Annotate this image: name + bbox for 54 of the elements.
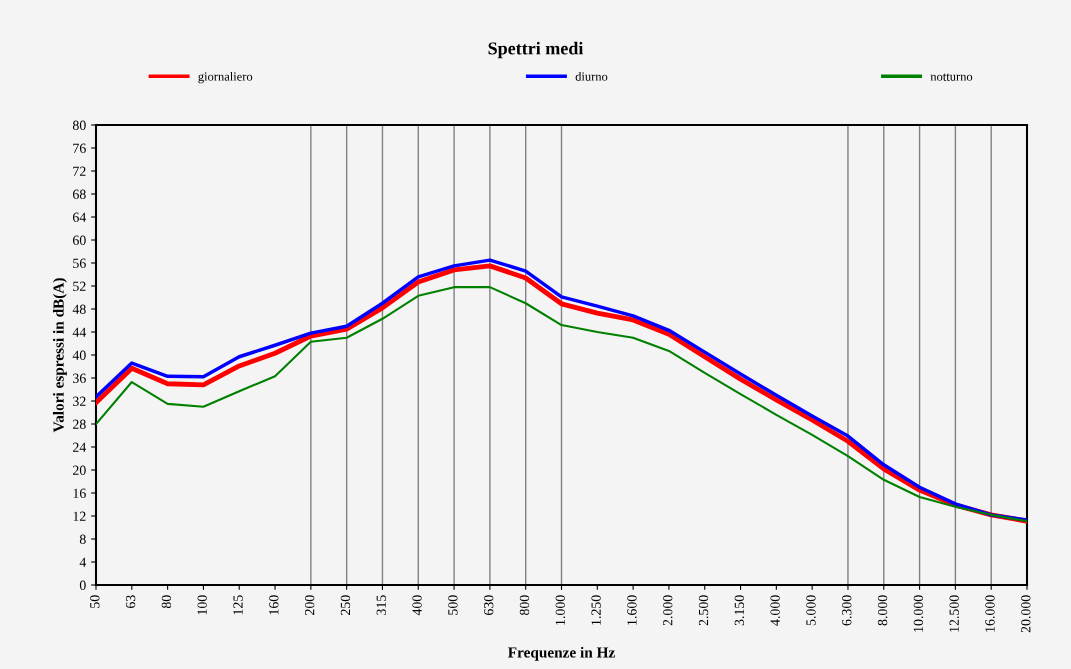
x-tick-label: 5.000: [806, 595, 816, 626]
x-tick-label: 80: [161, 595, 172, 609]
x-tick-label: 10.000: [913, 595, 924, 632]
x-tick-label: 6.300: [842, 595, 852, 626]
y-tick-label: 40: [72, 350, 86, 360]
chart-title: Spettri medi: [488, 41, 584, 59]
x-tick-label: 500: [448, 595, 458, 615]
y-tick-label: 64: [72, 212, 87, 222]
x-tick-label: 50: [90, 595, 100, 608]
y-tick-label: 52: [73, 281, 86, 291]
x-tick-label: 1.000: [555, 595, 566, 625]
x-tick-label: 1.250: [591, 595, 601, 625]
x-tick-label: 2.500: [698, 595, 709, 626]
y-tick-label: 80: [72, 120, 86, 130]
y-tick-label: 20: [73, 465, 86, 475]
y-tick-label: 44: [72, 327, 87, 337]
x-tick-label: 20.000: [1021, 595, 1031, 633]
legend-label: giornaliero: [198, 71, 253, 84]
x-tick-label: 160: [269, 595, 279, 615]
y-tick-label: 24: [73, 442, 87, 452]
x-tick-label: 1.600: [627, 595, 637, 625]
x-tick-label: 630: [483, 595, 494, 615]
x-tick-label: 12.500: [949, 595, 959, 632]
x-tick-label: 400: [412, 595, 422, 616]
x-axis-title: Frequenze in Hz: [508, 646, 615, 661]
x-tick-label: 4.000: [770, 595, 780, 626]
y-tick-label: 4: [79, 557, 87, 567]
y-tick-label: 16: [73, 488, 86, 498]
y-tick-label: 72: [73, 166, 86, 176]
x-tick-label: 8.000: [877, 595, 888, 626]
y-tick-label: 36: [73, 373, 86, 383]
x-tick-label: 200: [304, 595, 315, 615]
y-tick-label: 48: [72, 304, 86, 314]
x-tick-label: 2.000: [663, 595, 673, 626]
y-tick-label: 32: [73, 396, 86, 406]
y-tick-label: 56: [73, 258, 86, 268]
y-tick-label: 76: [73, 143, 86, 153]
x-tick-label: 250: [340, 595, 351, 615]
x-tick-label: 100: [197, 595, 207, 615]
x-tick-label: 16.000: [985, 595, 995, 632]
x-tick-label: 315: [376, 595, 386, 615]
x-tick-label: 125: [233, 595, 243, 615]
y-tick-label: 28: [73, 419, 86, 429]
legend-label: notturno: [930, 73, 973, 81]
legend-label: diurno: [575, 71, 608, 81]
y-tick-label: 60: [72, 235, 86, 245]
y-tick-label: 0: [79, 580, 86, 590]
y-tick-label: 8: [79, 534, 86, 544]
y-tick-label: 68: [72, 189, 86, 199]
x-tick-label: 800: [519, 595, 530, 616]
x-tick-label: 3.150: [734, 595, 745, 626]
x-tick-label: 63: [125, 595, 136, 609]
y-tick-label: 12: [73, 511, 86, 521]
y-axis-title: Valori espressi in dB(A): [52, 278, 67, 433]
